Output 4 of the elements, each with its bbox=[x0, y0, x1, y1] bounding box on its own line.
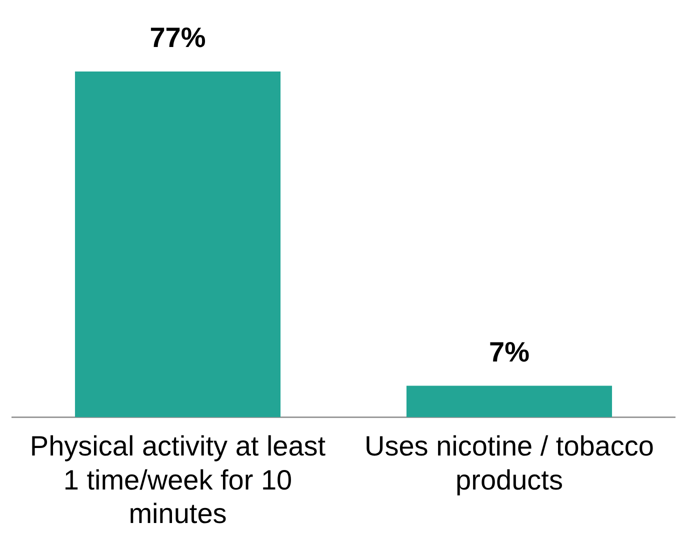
data-label: 77% bbox=[150, 22, 206, 54]
x-tick-label: Uses nicotine / tobacco products bbox=[364, 430, 654, 496]
x-tick-label: Physical activity at least 1 time/week for 10 minutes bbox=[30, 430, 326, 529]
data-label: 7% bbox=[489, 336, 530, 368]
